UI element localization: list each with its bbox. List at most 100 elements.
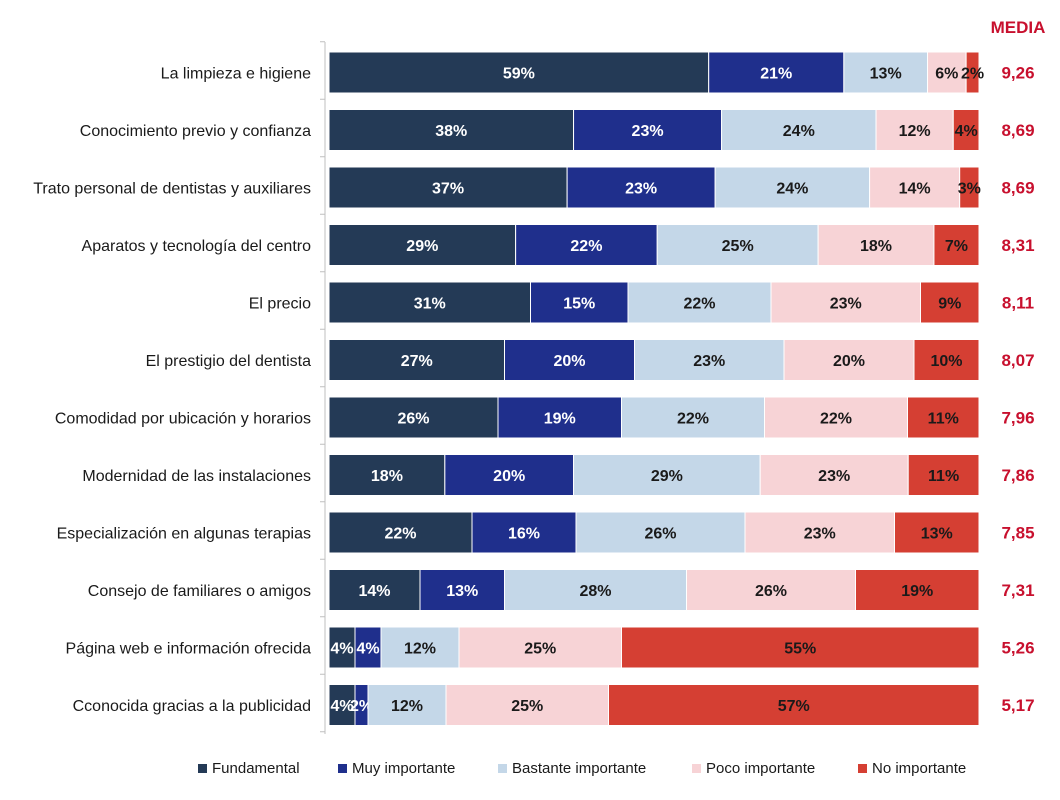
- legend-label: Fundamental: [212, 760, 300, 777]
- bar-value-label: 3%: [958, 181, 981, 198]
- bar-value-label: 29%: [651, 468, 683, 485]
- mean-header: MEDIA: [991, 18, 1046, 37]
- bar-value-label: 4%: [330, 698, 353, 715]
- bar-value-label: 9%: [938, 296, 961, 313]
- bar-value-label: 22%: [677, 411, 709, 428]
- bar-segment-bastante-importante: [656, 224, 819, 266]
- mean-value: 8,11: [1002, 294, 1034, 313]
- bar-segment-bastante-importante: [634, 339, 785, 381]
- bar-value-label: 25%: [722, 238, 754, 255]
- bar-row: 27% 20% 23% 20% 10%: [328, 339, 980, 381]
- legend-item-bastante-importante: Bastante importante: [498, 760, 646, 777]
- bar-value-label: 23%: [804, 526, 836, 543]
- bar-value-label: 13%: [921, 526, 953, 543]
- legend-item-no-importante: No importante: [858, 760, 966, 777]
- category-label: La limpieza e higiene: [161, 66, 311, 83]
- y-axis-ticks: [320, 41, 325, 733]
- bar-segment-fundamental: [328, 569, 421, 611]
- mean-value: 7,86: [1001, 466, 1034, 485]
- bar-segment-no-importante: [608, 684, 980, 726]
- mean-value: 7,96: [1001, 409, 1034, 428]
- bar-segment-fundamental: [328, 626, 356, 669]
- bar-segment-fundamental: [328, 511, 473, 554]
- bar-segment-poco-importante: [783, 339, 915, 381]
- mean-value: 8,31: [1001, 236, 1034, 255]
- bar-value-label: 2%: [350, 698, 373, 715]
- bar-segment-fundamental: [328, 396, 499, 439]
- bar-segment-no-importante: [920, 281, 980, 324]
- category-label: Modernidad de las instalaciones: [82, 468, 311, 485]
- bar-value-label: 55%: [784, 641, 816, 658]
- mean-value: 8,69: [1001, 179, 1034, 198]
- category-labels: La limpieza e higiene Conocimiento previo…: [33, 66, 311, 716]
- bar-value-label: 16%: [508, 526, 540, 543]
- bar-segment-no-importante: [913, 339, 980, 381]
- bar-segment-bastante-importante: [575, 511, 746, 554]
- bar-segment-muy-importante: [573, 109, 723, 151]
- category-label: Especialización en algunas terapias: [57, 526, 311, 543]
- bar-segment-muy-importante: [497, 396, 622, 439]
- mean-values: 9,26 8,69 8,69 8,31 8,11 8,07 7,96 7,86 7,85 7,31…: [1001, 64, 1034, 716]
- mean-value: 8,69: [1001, 121, 1034, 140]
- bar-segment-no-importante: [894, 511, 980, 554]
- bar-segment-fundamental: [328, 281, 531, 324]
- bar-value-label: 23%: [830, 296, 862, 313]
- bar-value-label: 24%: [776, 181, 808, 198]
- bar-segment-no-importante: [907, 396, 980, 439]
- bar-value-label: 25%: [511, 698, 543, 715]
- legend-swatch: [198, 764, 207, 773]
- bar-segment-muy-importante: [504, 339, 635, 381]
- category-label: Consejo de familiares o amigos: [88, 583, 311, 600]
- bar-segment-poco-importante: [875, 109, 954, 151]
- bar-segment-bastante-importante: [843, 51, 929, 94]
- bar-value-label: 22%: [683, 296, 715, 313]
- bar-segment-poco-importante: [764, 396, 908, 439]
- bar-value-label: 57%: [778, 698, 810, 715]
- bar-value-label: 14%: [899, 181, 931, 198]
- bar-segment-poco-importante: [744, 511, 895, 554]
- bar-value-label: 37%: [432, 181, 464, 198]
- bar-row: 59% 21% 13% 6% 2%: [328, 51, 984, 94]
- bar-value-label: 22%: [820, 411, 852, 428]
- bar-value-label: 20%: [493, 468, 525, 485]
- bar-value-label: 23%: [625, 181, 657, 198]
- bar-value-label: 23%: [693, 353, 725, 370]
- bar-value-label: 27%: [401, 353, 433, 370]
- bar-segment-bastante-importante: [721, 109, 877, 151]
- bar-value-label: 19%: [544, 411, 576, 428]
- bar-value-label: 4%: [356, 641, 379, 658]
- bar-segment-bastante-importante: [380, 626, 460, 669]
- bar-row: 4% 4% 12% 25% 55%: [328, 626, 980, 669]
- bar-value-label: 12%: [404, 641, 436, 658]
- bar-value-label: 21%: [760, 66, 792, 83]
- bar-value-label: 59%: [503, 66, 535, 83]
- bar-value-label: 31%: [414, 296, 446, 313]
- bar-value-label: 22%: [570, 238, 602, 255]
- bar-value-label: 38%: [435, 123, 467, 140]
- bar-segment-no-importante: [952, 109, 980, 151]
- bar-segment-no-importante: [907, 454, 980, 496]
- bar-value-label: 7%: [945, 238, 968, 255]
- category-label: Cconocida gracias a la publicidad: [73, 698, 311, 715]
- mean-value: 7,31: [1001, 581, 1034, 600]
- bars: 59% 21% 13% 6% 2%38% 23% 24% 12% 4%37% 23% 24% 14% 3…: [328, 51, 984, 726]
- bar-value-label: 10%: [930, 353, 962, 370]
- legend-label: No importante: [872, 760, 966, 777]
- bar-row: 37% 23% 24% 14% 3%: [328, 166, 981, 209]
- bar-segment-bastante-importante: [573, 454, 761, 496]
- bar-segment-muy-importante: [471, 511, 577, 554]
- bar-value-label: 2%: [961, 66, 984, 83]
- category-label: Página web e información ofrecida: [66, 641, 312, 658]
- bar-segment-no-importante: [855, 569, 980, 611]
- bar-segment-muy-importante: [566, 166, 716, 209]
- bar-row: 14% 13% 28% 26% 19%: [328, 569, 980, 611]
- mean-value: 5,17: [1001, 696, 1034, 715]
- bar-value-label: 26%: [397, 411, 429, 428]
- bar-segment-fundamental: [328, 166, 568, 209]
- bar-segment-no-importante: [933, 224, 980, 266]
- bar-value-label: 11%: [928, 411, 959, 428]
- bar-row: 26% 19% 22% 22% 11%: [328, 396, 980, 439]
- bar-row: 31% 15% 22% 23% 9%: [328, 281, 980, 324]
- bar-segment-no-importante: [965, 51, 980, 94]
